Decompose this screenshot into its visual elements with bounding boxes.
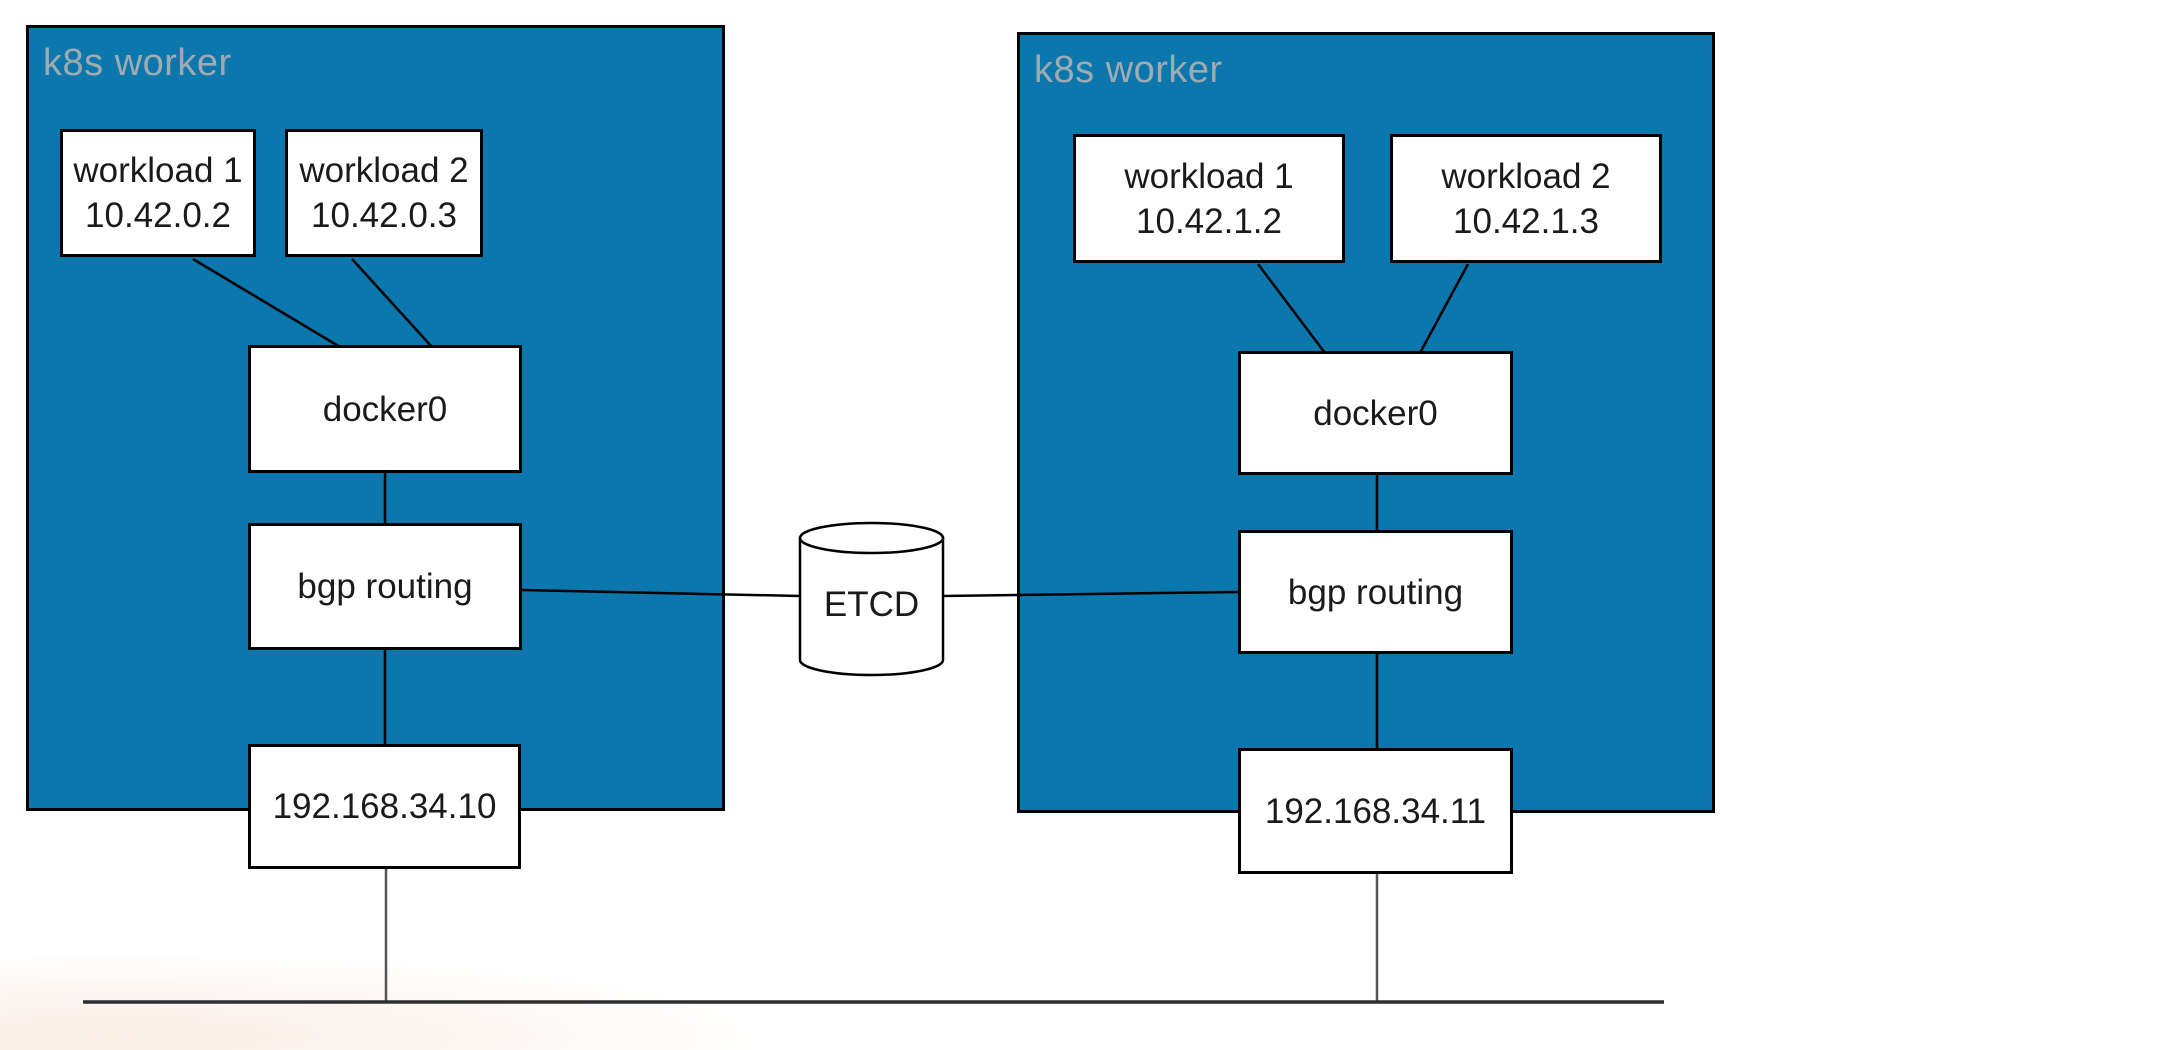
- workload-ip: 10.42.1.3: [1453, 201, 1599, 241]
- bridge-label: docker0: [322, 389, 448, 429]
- worker-label-left: k8s worker: [43, 42, 232, 84]
- node-right-bgp-routing: bgp routing: [1238, 530, 1513, 654]
- node-left-docker0: docker0: [248, 345, 522, 473]
- workload-title: workload 1: [73, 151, 243, 190]
- node-right-host-ip: 192.168.34.11: [1238, 748, 1513, 874]
- edge-left-bgp-etcd: [521, 588, 801, 598]
- host-ip-label: 192.168.34.11: [1264, 791, 1487, 831]
- etcd-label: ETCD: [823, 585, 920, 624]
- node-right-workload1: workload 1 10.42.1.2: [1073, 134, 1345, 263]
- workload-ip: 10.42.0.3: [311, 196, 457, 235]
- node-right-workload2: workload 2 10.42.1.3: [1390, 134, 1662, 263]
- node-right-docker0: docker0: [1238, 351, 1513, 475]
- bridge-label: docker0: [1313, 393, 1438, 433]
- edge-left-workload2-docker0: [351, 258, 433, 348]
- workload-title: workload 2: [1441, 156, 1611, 196]
- edge-left-workload1-docker0: [192, 257, 341, 349]
- etcd-cylinder-icon: [798, 521, 945, 677]
- edge-right-workload1-docker0: [1257, 263, 1326, 354]
- workload-ip: 10.42.1.2: [1136, 201, 1282, 241]
- edge-etcd-right-bgp: [942, 590, 1239, 598]
- routing-label: bgp routing: [1287, 572, 1464, 612]
- worker-label-right: k8s worker: [1034, 49, 1223, 91]
- host-ip-label: 192.168.34.10: [272, 787, 497, 826]
- node-left-workload1: workload 1 10.42.0.2: [60, 129, 256, 257]
- workload-title: workload 2: [299, 151, 469, 190]
- node-left-host-ip: 192.168.34.10: [248, 744, 521, 869]
- edge-right-workload2-docker0: [1418, 263, 1470, 354]
- node-left-workload2: workload 2 10.42.0.3: [285, 129, 483, 257]
- routing-label: bgp routing: [297, 567, 473, 606]
- workload-ip: 10.42.0.2: [85, 196, 231, 235]
- workload-title: workload 1: [1124, 156, 1294, 196]
- node-left-bgp-routing: bgp routing: [248, 523, 522, 650]
